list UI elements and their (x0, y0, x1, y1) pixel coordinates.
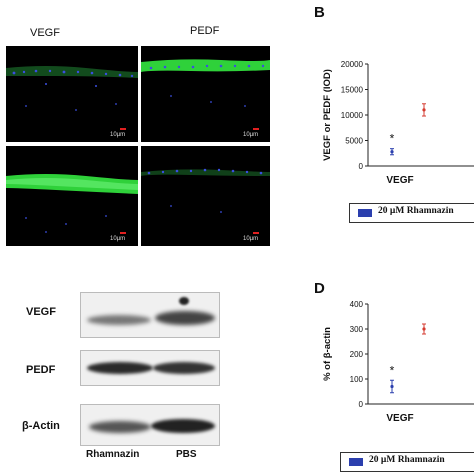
row-label-beta-actin: β-Actin (22, 420, 60, 432)
blot-beta-actin (80, 404, 220, 446)
panel-letter-b: B (314, 4, 325, 21)
col-label-pedf: PEDF (190, 25, 220, 37)
data-point (390, 150, 394, 154)
row-label-vegf: VEGF (26, 306, 56, 318)
band (153, 362, 215, 374)
col-label-vegf: VEGF (30, 27, 60, 39)
y-tick-label: 20000 (341, 60, 364, 69)
y-tick-label: 15000 (341, 86, 364, 95)
data-point (390, 384, 394, 389)
scale-bar (253, 232, 259, 234)
scale-label: 10µm (243, 236, 259, 242)
scale-label: 10µm (110, 236, 126, 242)
data-point (422, 108, 426, 112)
lane-label-rhamnazin: Rhamnazin (86, 449, 140, 460)
y-tick-label: 400 (350, 300, 364, 309)
x-category-label: VEGF (386, 413, 413, 424)
y-tick-label: 100 (350, 375, 364, 384)
legend-label: 20 µM Rhamnazin (369, 455, 445, 465)
scale-label: 10µm (110, 132, 126, 138)
blot-vegf (80, 292, 220, 338)
significance-star: * (390, 132, 395, 146)
band (179, 297, 189, 305)
row-label-pedf: PEDF (26, 364, 56, 376)
data-point (422, 327, 426, 331)
scale-label: 10µm (243, 132, 259, 138)
band (151, 419, 215, 433)
micrograph-vegf-rhamnazin: 10µm (6, 46, 138, 142)
band (155, 311, 215, 325)
band (87, 315, 151, 325)
y-tick-label: 200 (350, 350, 364, 359)
tissue-layer-image (6, 174, 138, 233)
tissue-layer-image (141, 59, 270, 107)
y-tick-label: 0 (359, 162, 364, 171)
significance-star: * (390, 363, 395, 377)
y-axis-label: % of β-actin (322, 327, 333, 381)
scale-bar (253, 128, 259, 130)
legend-swatch-rhamnazin (349, 458, 363, 466)
lane-label-pbs: PBS (176, 449, 197, 460)
scale-bar (120, 128, 126, 130)
band (89, 421, 151, 433)
y-axis-label: VEGF or PEDF (IOD) (322, 69, 333, 161)
x-category-label: VEGF (386, 175, 413, 186)
scale-bar (120, 232, 126, 234)
y-tick-label: 10000 (341, 111, 364, 120)
legend-b: 20 µM Rhamnazin (349, 203, 474, 223)
chart-b: 0 5000 10000 15000 20000 VEGF or PEDF (IOD) VE… (322, 60, 474, 186)
micrograph-pedf-pbs: 10µm (141, 146, 270, 246)
tissue-layer-image (6, 66, 138, 111)
band (87, 362, 153, 374)
chart-d: 0 100 200 300 400 % of β-actin VEGF * (322, 300, 474, 424)
legend-d: 20 µM Rhamnazin (340, 452, 474, 472)
y-tick-label: 300 (350, 325, 364, 334)
tissue-layer-image (141, 168, 270, 213)
micrograph-vegf-pbs: 10µm (6, 146, 138, 246)
y-tick-label: 5000 (345, 137, 363, 146)
legend-swatch-rhamnazin (358, 209, 372, 217)
micrograph-pedf-rhamnazin: 10µm (141, 46, 270, 142)
legend-label: 20 µM Rhamnazin (378, 206, 454, 216)
blot-pedf (80, 350, 220, 386)
panel-letter-d: D (314, 280, 325, 297)
y-tick-label: 0 (359, 400, 364, 409)
